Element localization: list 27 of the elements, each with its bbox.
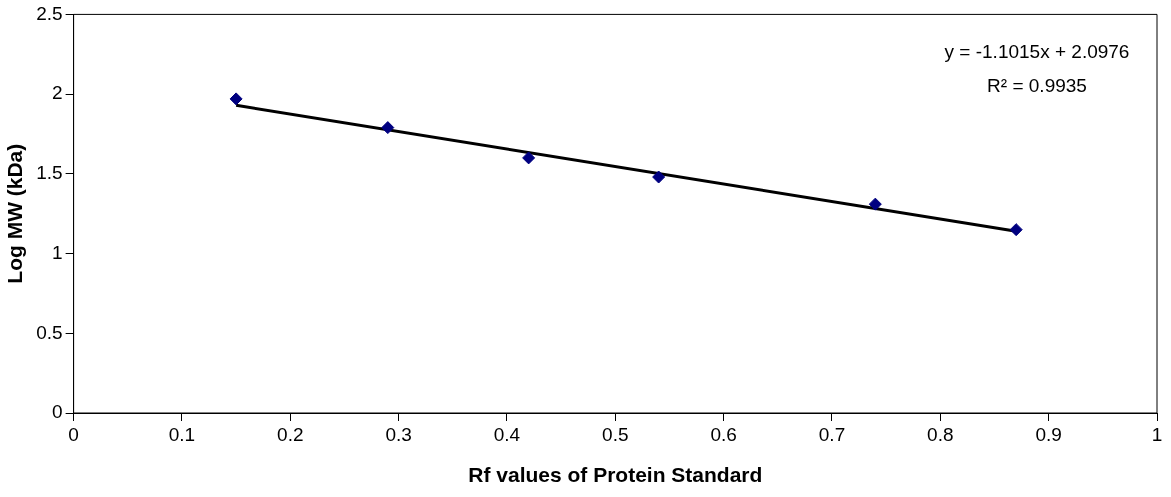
- x-tick-label: 0.5: [602, 423, 629, 445]
- y-tick-label: 1.5: [36, 162, 63, 184]
- point: [652, 170, 666, 184]
- x-tick-label: 0: [68, 423, 79, 445]
- point: [522, 151, 536, 165]
- x-tick-label: 0.6: [710, 423, 737, 445]
- x-tick-label: 1: [1151, 423, 1163, 445]
- y-tick-label: 2: [52, 82, 63, 104]
- annotation: y = -1.1015x + 2.0976: [944, 41, 1130, 63]
- x-tick-label: 0.2: [277, 423, 304, 445]
- y-tick-label: 0: [52, 401, 63, 423]
- x-tick-label: 0.9: [1035, 423, 1062, 445]
- y-tick-label: 2.5: [36, 2, 63, 24]
- x-tick-label: 0.7: [818, 423, 846, 445]
- point: [868, 197, 882, 211]
- y-tick-label: 1: [52, 241, 63, 263]
- x-tick-label: 0.4: [493, 423, 521, 445]
- x-tick-label: 0.3: [385, 423, 412, 445]
- y-axis-title: Log MW (kDa): [3, 143, 27, 284]
- y-tick-label: 0.5: [36, 321, 63, 343]
- annotation: R² = 0.9935: [987, 75, 1087, 97]
- point: [229, 92, 243, 106]
- x-tick-label: 0.1: [168, 423, 196, 445]
- x-tick-label: 0.8: [927, 423, 954, 445]
- x-axis-title: Rf values of Protein Standard: [468, 463, 763, 487]
- point: [381, 121, 395, 135]
- point: [1009, 223, 1023, 237]
